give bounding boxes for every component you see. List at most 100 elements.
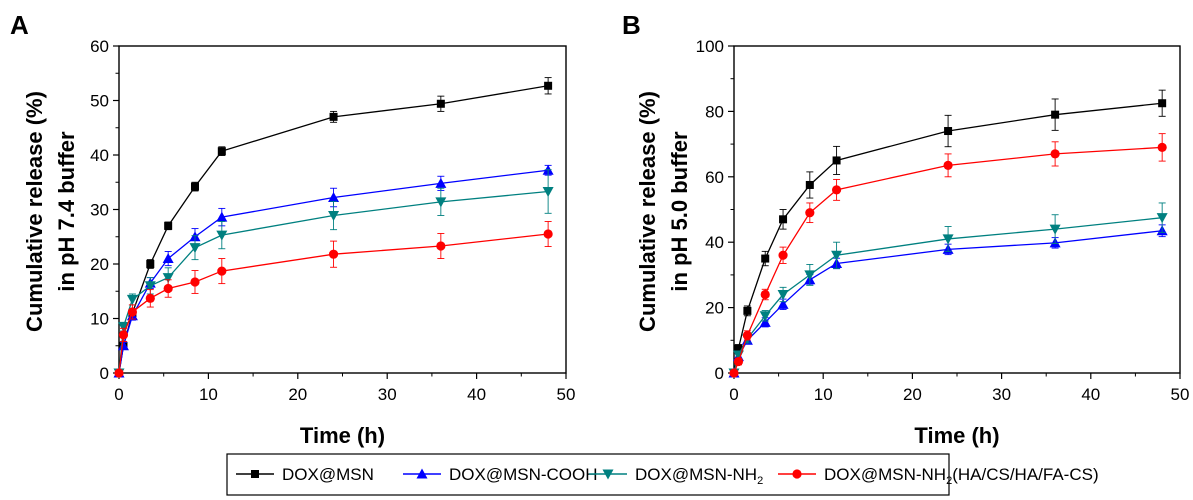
- panel-a-series-s3: [113, 169, 554, 379]
- legend-label-part: (HA/CS/HA/FA-CS): [952, 465, 1098, 484]
- panel-b-data-point: [777, 290, 789, 301]
- panel-b-data-point: [742, 330, 752, 340]
- panel-a-x-tick-label: 10: [199, 385, 218, 404]
- panel-b-data-point: [1051, 110, 1060, 119]
- panel-a-data-point: [118, 330, 129, 340]
- panel-a-data-point: [329, 112, 338, 121]
- panel-b-data-point: [1049, 224, 1061, 235]
- panel-b-data-point: [832, 156, 841, 165]
- legend-item-s1: DOX@MSN: [236, 465, 374, 484]
- panel-a-data-point: [190, 277, 200, 287]
- panel-b-data-point: [777, 298, 789, 309]
- legend-label-part: DOX@MSN: [282, 465, 374, 484]
- legend: DOX@MSN DOX@MSN-COOH DOX@MSN-NH2 DOX@MSN-NH…: [226, 453, 1099, 496]
- panel-a-series-line: [118, 190, 549, 374]
- panel-a-data-point: [189, 243, 201, 254]
- panel-a-y-tick-label: 20: [90, 255, 109, 274]
- panel-b-series-s1: [730, 89, 1167, 377]
- legend-label-part: 2: [946, 475, 952, 487]
- panel-b-y-tick-label: 40: [705, 233, 724, 252]
- panel-b-series-line: [733, 102, 1163, 374]
- panel-b-x-axis-title: Time (h): [914, 423, 999, 448]
- panel-b-data-point: [779, 215, 788, 224]
- panel-a-data-point: [162, 253, 174, 264]
- panel-a-x-tick-label: 50: [557, 385, 576, 404]
- legend-label-part: DOX@MSN-NH: [824, 465, 946, 484]
- panel-a-data-point: [436, 241, 446, 251]
- panel-a-series-line: [118, 169, 549, 374]
- legend-label: DOX@MSN-NH2: [635, 465, 763, 487]
- panel-a-data-point: [217, 147, 226, 156]
- panel-a-label: A: [10, 10, 29, 40]
- panel-a-data-point: [127, 307, 138, 317]
- panel-a-data-point: [216, 230, 228, 241]
- panel-b-y-tick-label: 100: [696, 37, 724, 56]
- panel-b-series-s4: [729, 133, 1167, 378]
- panel-b-data-point: [760, 289, 770, 300]
- panel-a-data-point: [117, 322, 129, 333]
- panel-b-y-tick-label: 20: [705, 299, 724, 318]
- panel-a-data-point: [543, 229, 553, 239]
- panel-b-data-point: [743, 306, 752, 315]
- panel-a-data-point: [163, 283, 173, 294]
- panel-a-y-axis-title-line1: Cumulative release (%): [22, 91, 47, 332]
- panel-a-x-axis-title: Time (h): [300, 423, 385, 448]
- panel-b-x-tick-label: 30: [992, 385, 1011, 404]
- panel-b-data-point: [944, 127, 953, 136]
- panel-a-y-tick-label: 50: [90, 92, 109, 111]
- legend-label: DOX@MSN-COOH: [449, 465, 598, 484]
- panel-a-data-point: [328, 249, 339, 259]
- panel-b-y-axis-title-line2: in pH 5.0 buffer: [667, 131, 692, 292]
- panel-b-plot-frame: [733, 45, 1181, 374]
- panel-b-x-tick-label: 40: [1081, 385, 1100, 404]
- panel-a-data-point: [146, 260, 155, 268]
- panel-b-x-tick-label: 50: [1171, 385, 1190, 404]
- panel-a-data-point: [328, 192, 340, 203]
- legend-item-s3: DOX@MSN-NH2: [589, 465, 763, 487]
- panel-a-x-tick-label: 30: [378, 385, 397, 404]
- panel-a-y-tick-label: 40: [90, 146, 109, 165]
- legend-label-part: 2: [757, 475, 763, 487]
- panel-a-y-tick-label: 10: [90, 310, 109, 329]
- panel-b-series-s3: [728, 202, 1168, 379]
- panel-a-series-line: [118, 233, 549, 374]
- panel-b-data-point: [761, 254, 770, 263]
- panel-a-y-tick-label: 0: [100, 364, 109, 383]
- panel-b-data-point: [1050, 149, 1060, 159]
- panel-a-data-point: [117, 340, 129, 351]
- panel-b-data-point: [805, 180, 814, 189]
- panel-a-data-point: [114, 368, 124, 378]
- panel-a-data-point: [145, 293, 155, 303]
- panel-a-data-point: [162, 273, 174, 284]
- panel-b-data-point: [1158, 99, 1167, 108]
- legend-marker: [792, 469, 802, 479]
- panel-a-y-tick-label: 30: [90, 201, 109, 220]
- panel-b-x-tick-label: 10: [814, 385, 833, 404]
- panel-b-data-point: [778, 250, 788, 260]
- panel-b-data-point: [942, 234, 954, 245]
- panel-a-y-axis-title-line2: in pH 7.4 buffer: [54, 131, 79, 292]
- panel-a-data-point: [544, 81, 553, 90]
- panel-b-series: [728, 89, 1168, 379]
- panel-a-data-point: [190, 182, 199, 191]
- panel-b-label: B: [622, 10, 641, 40]
- panel-a-data-point: [217, 266, 227, 276]
- panel-a-x-tick-label: 20: [288, 385, 307, 404]
- panel-b-ticks: 0 10 20 30 40 50 0 20 40 60 80 100: [696, 37, 1190, 404]
- legend-label: DOX@MSN: [282, 465, 374, 484]
- panel-a-data-point: [436, 99, 445, 108]
- legend-items: DOX@MSN DOX@MSN-COOH DOX@MSN-NH2 DOX@MSN-NH…: [236, 465, 1099, 487]
- panel-a-series-s2: [113, 164, 554, 378]
- panel-b-data-point: [831, 250, 843, 261]
- panel-a-series: [113, 77, 554, 379]
- panel-a-x-tick-label: 40: [467, 385, 486, 404]
- legend-label: DOX@MSN-NH2(HA/CS/HA/FA-CS): [824, 465, 1099, 487]
- panel-b-series-line: [733, 146, 1163, 374]
- panel-b-data-point: [804, 270, 816, 281]
- panel-a-data-point: [435, 197, 447, 208]
- legend-marker: [602, 469, 614, 480]
- panel-a-chart: A Time (h) Cumulative release (%) in pH …: [10, 10, 575, 448]
- panel-a-plot-frame: [118, 45, 567, 374]
- panel-b-data-point: [805, 208, 815, 218]
